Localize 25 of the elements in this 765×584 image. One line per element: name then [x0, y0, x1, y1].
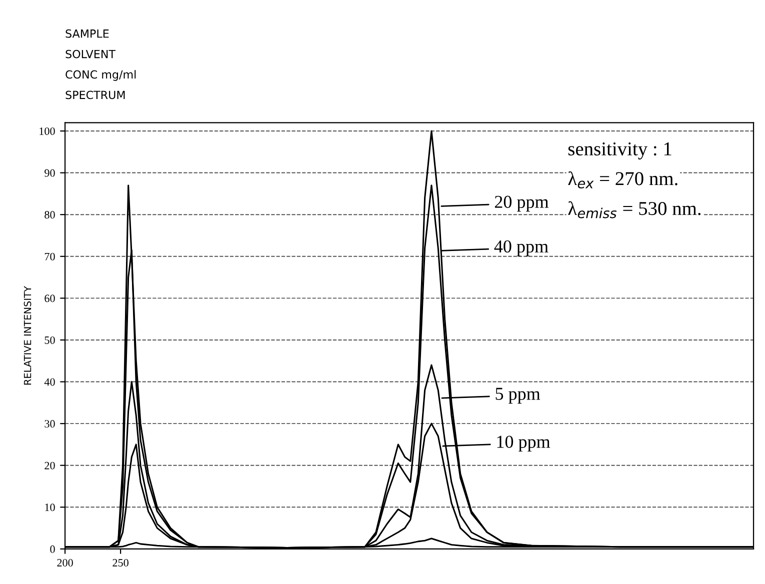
legend-label: 20 ppm	[494, 196, 549, 212]
y-tick-label: 10	[45, 504, 55, 512]
y-tick-label: 20	[44, 462, 55, 470]
legend-label: 10 ppm	[497, 436, 550, 452]
legend-label: 5 ppm	[496, 388, 540, 404]
legend-label: 40 ppm	[494, 240, 548, 256]
y-tick-label: 90	[44, 169, 55, 177]
y-axis-title: RELATIVE INTENSITY	[24, 286, 32, 385]
text: SPECTRUM	[66, 90, 125, 100]
y-tick-label: 100	[40, 127, 55, 135]
annotation: sensitivity : 1	[568, 142, 672, 160]
y-tick-label: 60	[44, 294, 55, 302]
y-tick-label: 50	[44, 336, 55, 344]
annotation: λ$_{ex}$ = 270 nm.	[568, 171, 678, 188]
x-tick-label: 250	[112, 559, 128, 566]
text: SOLVENT	[66, 50, 116, 58]
x-tick-label: 200	[57, 559, 73, 566]
y-tick-label: 40	[44, 378, 55, 386]
text: CONC mg/ml	[66, 70, 136, 81]
y-tick-label: 30	[44, 420, 55, 428]
y-tick-label: 80	[44, 211, 55, 219]
y-tick-label: 0	[50, 545, 55, 553]
text: SAMPLE	[66, 29, 109, 38]
y-tick-label: 70	[44, 252, 55, 260]
annotation: λ$_{emiss}$ = 530 nm.	[568, 201, 701, 218]
